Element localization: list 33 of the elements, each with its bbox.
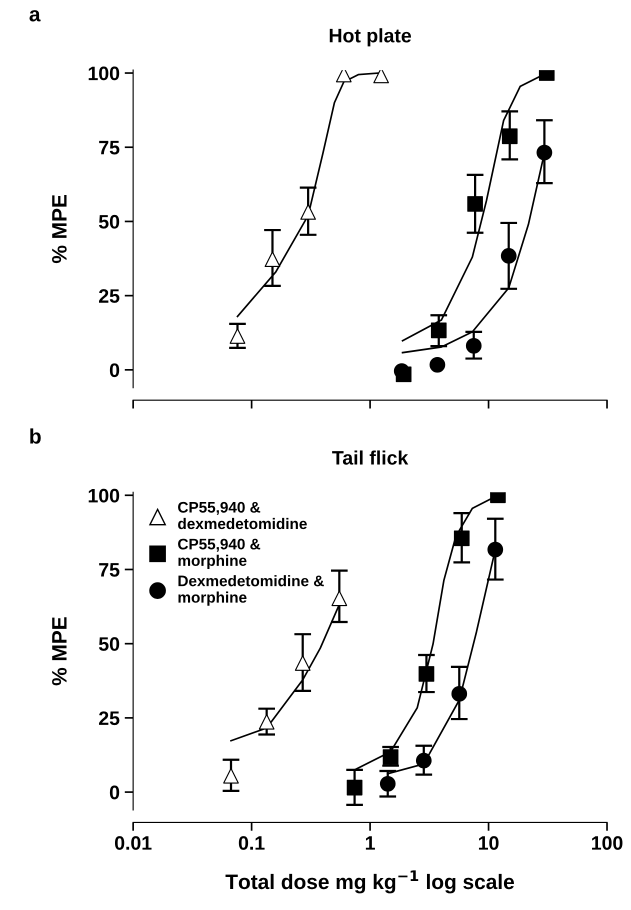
- legend-label: Dexmedetomidine & morphine: [178, 575, 324, 606]
- y-tick-label: 75: [99, 563, 120, 577]
- y-tick-label: 25: [98, 711, 120, 726]
- y-tick-label: 0: [110, 363, 120, 378]
- x-tick-label: 1: [366, 836, 375, 850]
- point: [430, 356, 446, 373]
- text: a: [30, 10, 41, 22]
- y-tick-label: 50: [98, 214, 120, 229]
- point: [396, 366, 412, 382]
- x-tick-label: 0.1: [238, 836, 265, 850]
- y-tick-label: 0: [110, 786, 120, 800]
- x-tick-label: 100: [592, 836, 622, 850]
- y-tick-label: 75: [99, 140, 120, 154]
- chart-title: Tail flick: [332, 450, 408, 465]
- y-tick-label: 50: [98, 637, 120, 651]
- y-axis-title: % MPE: [52, 194, 67, 264]
- point: [502, 128, 518, 144]
- y-tick-label: 25: [98, 289, 120, 303]
- point: [466, 338, 482, 354]
- y-axis-title: % MPE: [52, 617, 67, 686]
- point: [430, 322, 447, 338]
- x-tick-label: 0.01: [114, 836, 152, 850]
- x-axis-title: Total dose mg kg$^{−1}$ log scale: [226, 870, 514, 894]
- chart-title: Hot plate: [330, 28, 412, 46]
- point: [536, 144, 552, 160]
- text: b: [30, 428, 41, 444]
- legend-label: CP55,940 & morphine: [178, 538, 260, 569]
- x-tick-label: 10: [478, 836, 499, 850]
- y-tick-label: 100: [88, 66, 120, 80]
- y-tick-label: 100: [88, 488, 120, 503]
- point: [467, 196, 483, 212]
- point: [500, 248, 517, 264]
- legend-label: CP55,940 & dexmedetomidine: [178, 502, 307, 530]
